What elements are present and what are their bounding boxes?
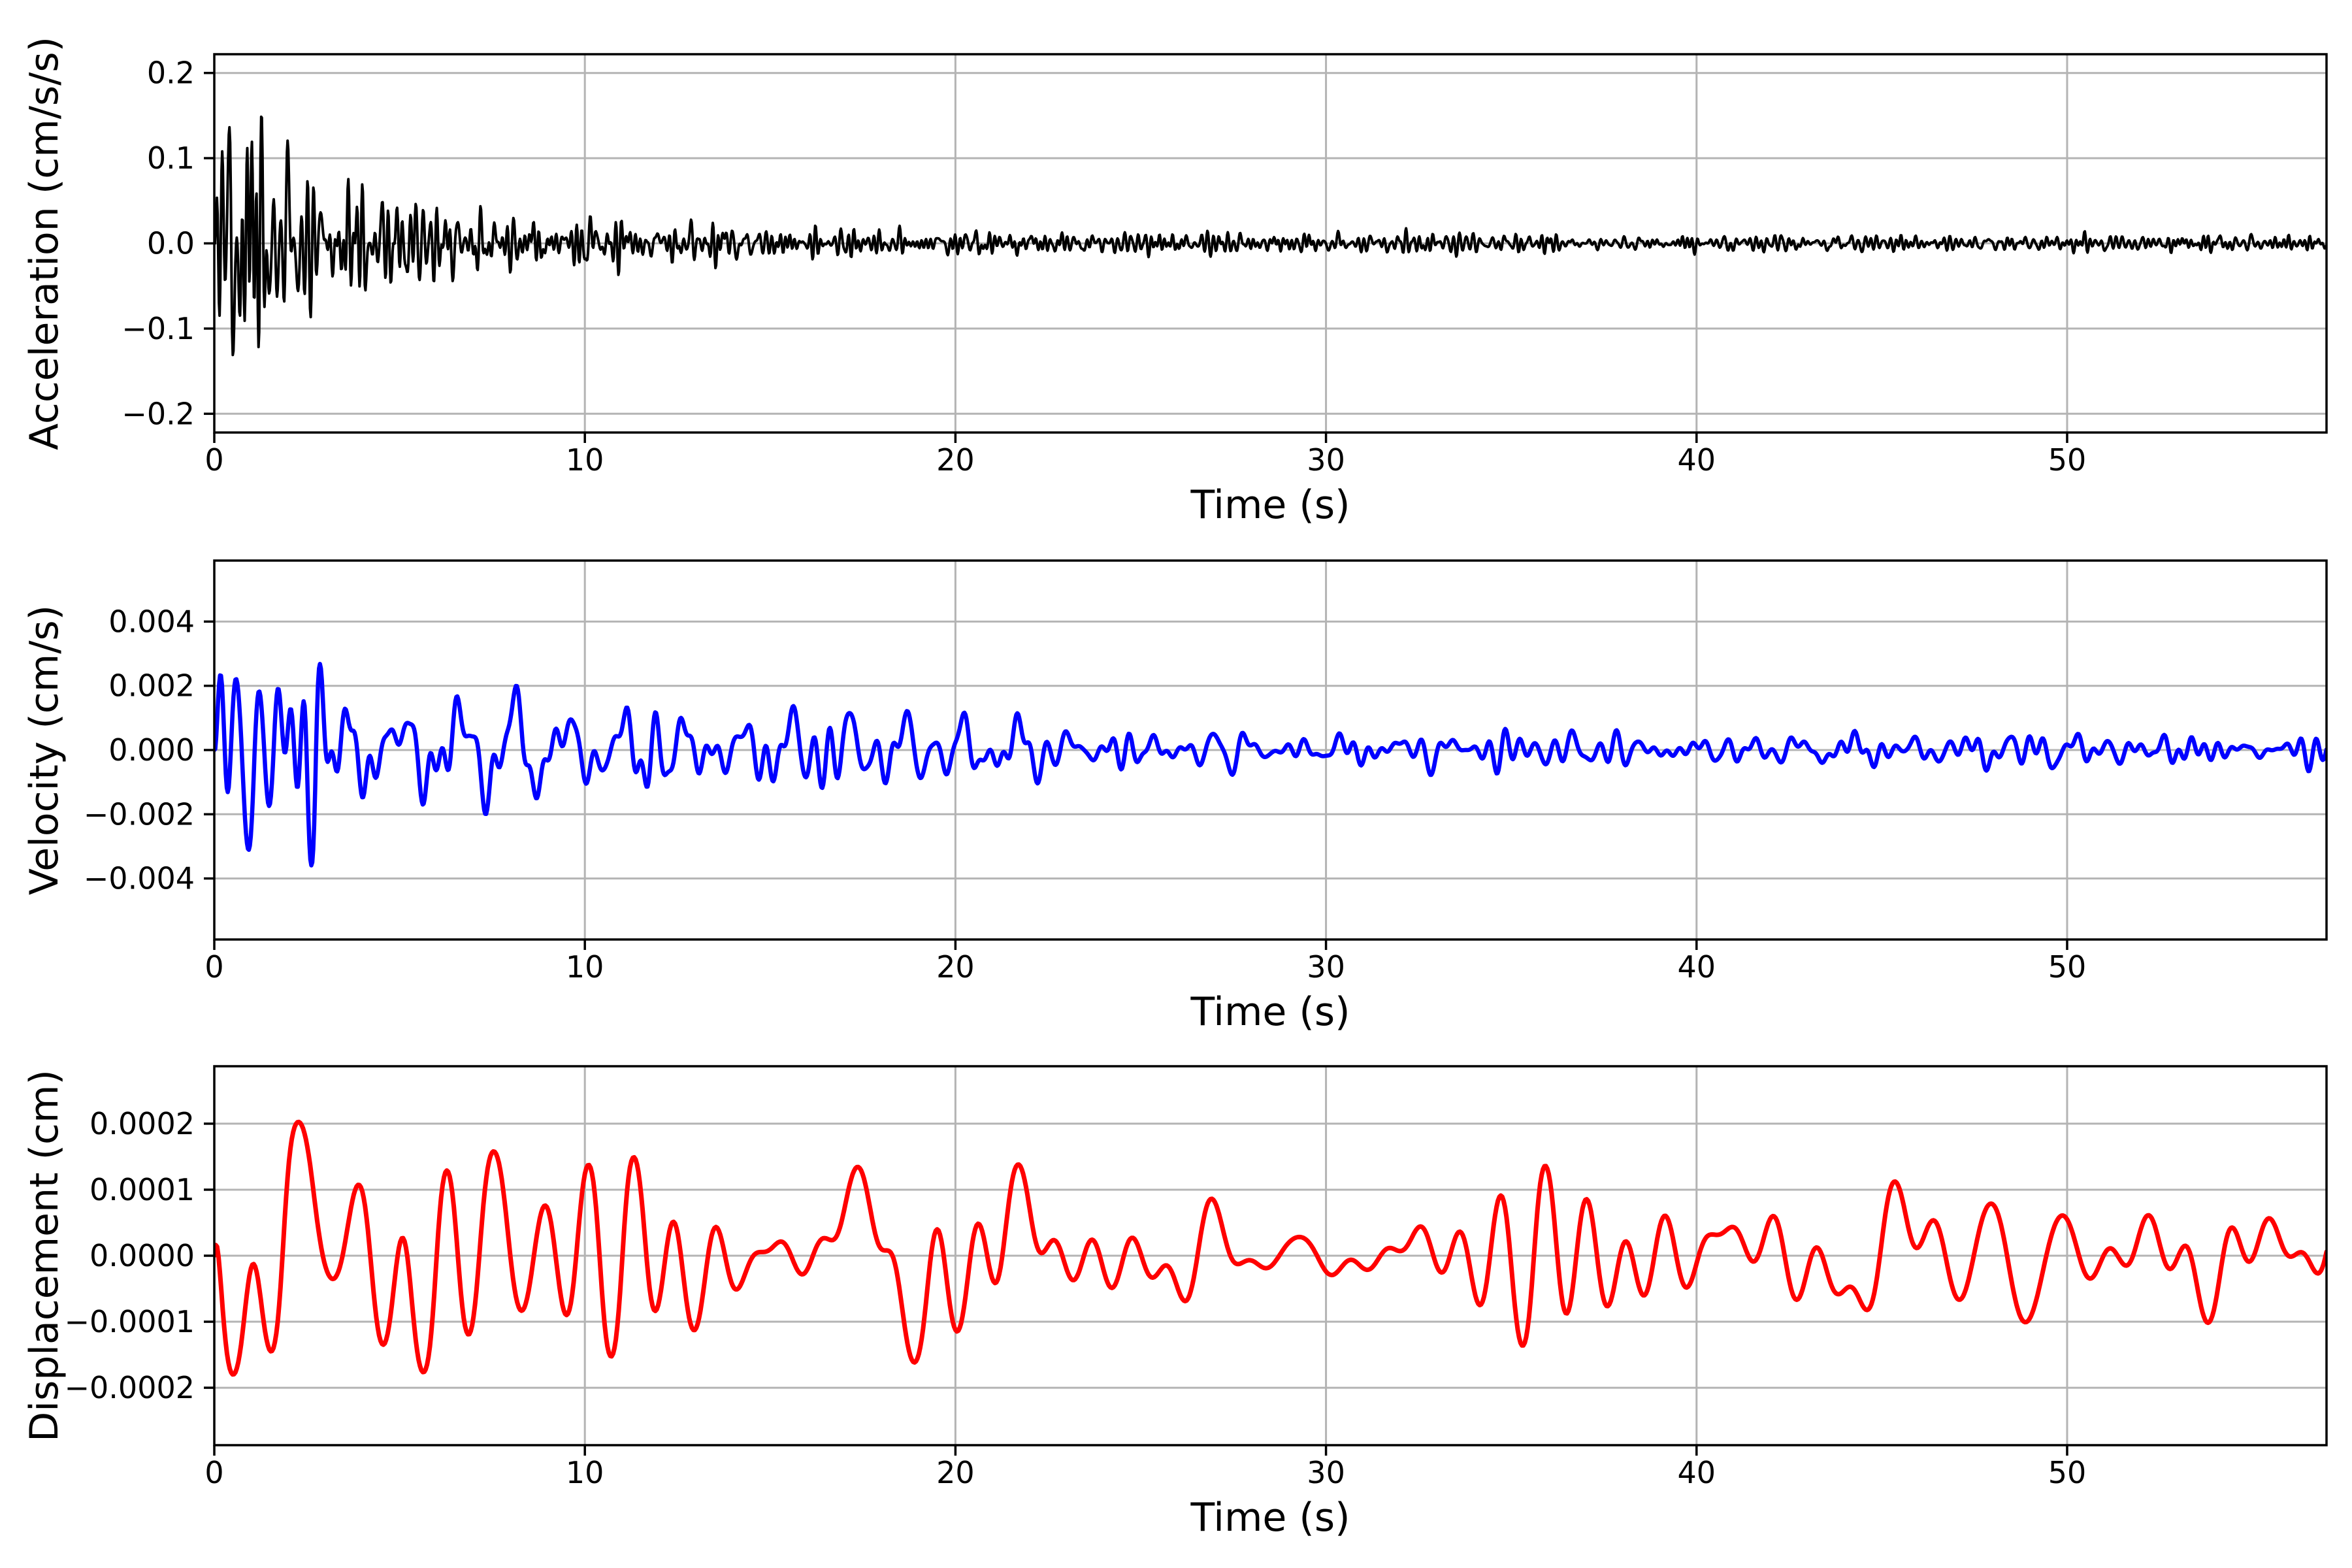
y-tick-label: 0.0000 [90,1238,195,1273]
tick-marks [204,620,2068,950]
y-tick-label: −0.002 [84,796,195,832]
x-tick-label: 40 [1677,949,1716,985]
displacement-trace [214,1119,2327,1377]
x-tick-label: 10 [566,442,604,478]
x-tick-label: 0 [204,1455,223,1490]
y-tick-label: 0.0001 [90,1172,195,1207]
y-tick-label: −0.0001 [65,1304,195,1339]
x-tick-label: 30 [1307,442,1345,478]
x-tick-label: 20 [936,1455,975,1490]
x-tick-label: 20 [936,442,975,478]
y-axis-label: Displacement (cm) [22,1070,67,1442]
x-tick-label: 50 [2048,442,2087,478]
y-tick-label: 0.1 [147,140,195,176]
x-tick-label: 10 [566,1455,604,1490]
y-tick-label: −0.0002 [65,1370,195,1405]
tick-marks [204,71,2068,443]
y-axis-label: Velocity (cm/s) [22,605,67,895]
x-tick-label: 40 [1677,1455,1716,1490]
y-tick-label: −0.1 [122,311,195,346]
velocity-trace [214,662,2327,868]
x-tick-label: 0 [204,949,223,985]
x-axis-label: Time (s) [1190,989,1350,1035]
y-tick-label: 0.2 [147,56,195,91]
x-tick-label: 30 [1307,1455,1345,1490]
x-tick-label: 30 [1307,949,1345,985]
x-tick-label: 50 [2048,949,2087,985]
y-tick-label: 0.000 [108,732,195,768]
x-tick-label: 10 [566,949,604,985]
y-tick-label: 0.0002 [90,1106,195,1141]
x-axis-label: Time (s) [1190,1495,1350,1541]
x-tick-label: 40 [1677,442,1716,478]
y-axis-label: Acceleration (cm/s/s) [22,37,67,450]
x-axis-label: Time (s) [1190,482,1350,528]
y-tick-label: −0.004 [84,861,195,896]
x-tick-label: 50 [2048,1455,2087,1490]
y-tick-label: 0.002 [108,668,195,704]
x-tick-label: 20 [936,949,975,985]
x-tick-label: 0 [204,442,223,478]
acceleration-trace [214,115,2327,357]
y-tick-label: −0.2 [122,396,195,431]
y-tick-label: 0.004 [108,604,195,639]
tick-marks [204,1122,2068,1456]
grid-lines [214,1066,2327,1445]
y-tick-label: 0.0 [147,226,195,261]
